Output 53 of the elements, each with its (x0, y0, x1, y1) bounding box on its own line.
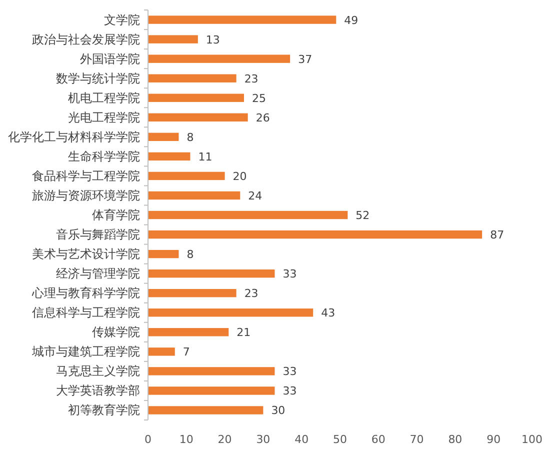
y-tick-label: 城市与建筑工程学院 (31, 344, 140, 359)
data-label: 13 (206, 33, 220, 46)
x-tick-label: 10 (179, 433, 194, 446)
x-tick-label: 50 (333, 433, 347, 446)
y-tick-label: 旅游与资源环境学院 (32, 188, 140, 202)
data-label: 26 (256, 111, 270, 124)
data-label: 8 (186, 248, 194, 262)
data-label: 33 (282, 365, 297, 378)
data-label: 49 (344, 14, 358, 27)
y-tick-label: 光电工程学院 (68, 110, 140, 124)
x-tick-label: 70 (410, 433, 424, 446)
data-label: 8 (186, 130, 194, 144)
data-label: 21 (236, 326, 251, 340)
data-label: 20 (232, 170, 247, 183)
data-label: 37 (298, 52, 312, 66)
y-tick-label: 生命科学学院 (68, 149, 140, 164)
y-tick-label: 大学英语教学部 (56, 384, 140, 398)
y-tick-label: 传媒学院 (92, 325, 140, 340)
y-tick-label: 数学与统计学院 (56, 71, 140, 86)
data-label: 33 (282, 268, 297, 281)
y-tick-label: 外国语学院 (80, 52, 140, 66)
y-tick-label: 体育学院 (92, 208, 140, 222)
data-label: 23 (244, 72, 258, 86)
x-tick-label: 80 (448, 433, 462, 446)
data-label: 52 (356, 209, 370, 222)
data-label: 23 (244, 287, 258, 300)
x-tick-label: 0 (144, 433, 152, 446)
data-label: 30 (271, 404, 286, 418)
data-label: 11 (198, 150, 212, 164)
y-tick-label: 马克思主义学院 (56, 364, 140, 378)
x-tick-label: 30 (256, 433, 270, 446)
y-tick-label: 信息科学与工程学院 (32, 306, 140, 320)
x-tick-label: 20 (218, 433, 232, 446)
y-tick-label: 化学化工与材料科学学院 (8, 130, 140, 144)
y-tick-label: 心理与教育科学学院 (31, 286, 140, 300)
data-label: 24 (248, 189, 262, 202)
data-label: 7 (182, 346, 190, 359)
y-tick-label: 食品科学与工程学院 (32, 168, 140, 183)
data-label: 87 (490, 228, 504, 242)
data-label: 33 (282, 384, 297, 398)
y-tick-label: 政治与社会发展学院 (32, 32, 140, 46)
y-tick-label: 文学院 (104, 12, 140, 27)
x-tick-label: 60 (371, 433, 386, 446)
y-tick-label: 机电工程学院 (68, 90, 140, 105)
data-label: 25 (252, 92, 266, 105)
data-label: 43 (321, 306, 336, 320)
x-tick-label: 40 (294, 433, 309, 446)
y-tick-label: 初等教育学院 (68, 403, 140, 418)
y-tick-label: 音乐与舞蹈学院 (56, 228, 140, 242)
x-tick-label: 100 (522, 433, 542, 446)
y-tick-label: 美术与艺术设计学院 (32, 247, 140, 262)
x-tick-label: 90 (486, 433, 501, 446)
y-tick-label: 经济与管理学院 (56, 266, 140, 281)
